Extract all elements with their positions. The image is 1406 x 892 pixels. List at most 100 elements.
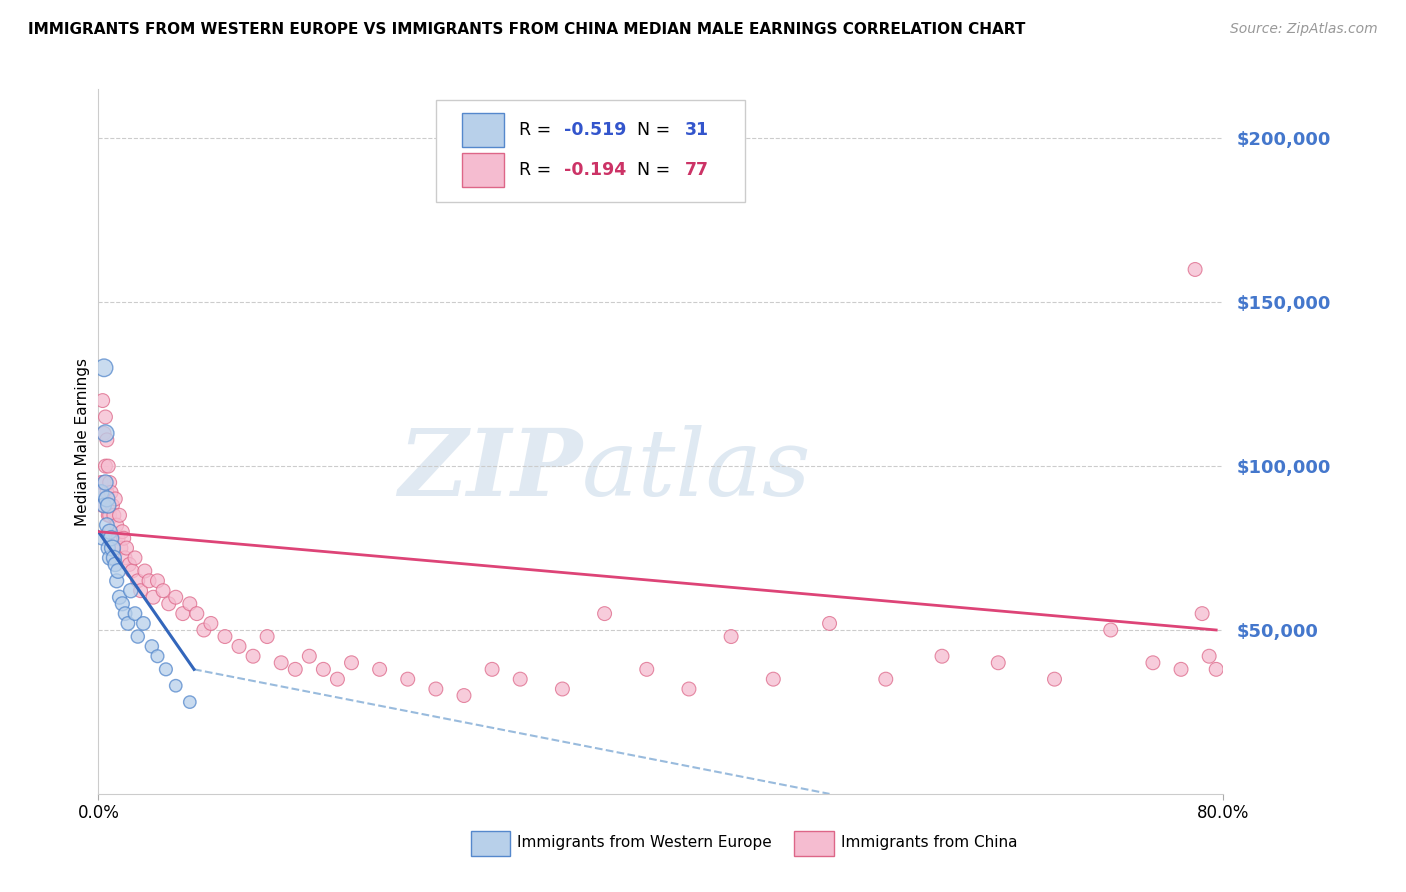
Point <box>100 524 122 539</box>
Point <box>93 360 115 375</box>
Point <box>101 541 124 555</box>
Text: N =: N = <box>637 121 676 139</box>
Point <box>368 662 391 676</box>
Point <box>165 591 187 605</box>
Point <box>96 491 118 506</box>
Point <box>114 550 136 565</box>
Text: R =: R = <box>519 161 557 179</box>
Point <box>284 662 307 676</box>
FancyBboxPatch shape <box>436 100 745 202</box>
Point <box>172 607 194 621</box>
Text: 77: 77 <box>685 161 709 179</box>
Point <box>326 672 349 686</box>
Text: R =: R = <box>519 121 557 139</box>
Point <box>124 550 146 565</box>
Point <box>101 499 124 513</box>
Point <box>93 426 115 441</box>
Point <box>678 681 700 696</box>
Point <box>179 695 201 709</box>
Point <box>762 672 785 686</box>
Point <box>105 518 128 533</box>
Point <box>105 574 128 588</box>
Point <box>298 649 321 664</box>
Point <box>200 616 222 631</box>
Point <box>118 558 141 572</box>
Point <box>97 459 120 474</box>
Point <box>98 550 121 565</box>
Point <box>186 607 208 621</box>
Point <box>132 616 155 631</box>
Point <box>100 485 122 500</box>
Text: Source: ZipAtlas.com: Source: ZipAtlas.com <box>1230 22 1378 37</box>
Point <box>509 672 531 686</box>
Point <box>94 426 117 441</box>
Y-axis label: Median Male Earnings: Median Male Earnings <box>75 358 90 525</box>
Point <box>818 616 841 631</box>
Text: Immigrants from China: Immigrants from China <box>841 836 1018 850</box>
Point <box>1043 672 1066 686</box>
Point <box>875 672 897 686</box>
Point <box>142 591 165 605</box>
Point <box>453 689 475 703</box>
Point <box>98 508 121 523</box>
Point <box>312 662 335 676</box>
Point <box>94 459 117 474</box>
Point <box>1191 607 1213 621</box>
Point <box>94 475 117 490</box>
Point <box>551 681 574 696</box>
Point <box>134 564 156 578</box>
Point <box>256 630 278 644</box>
Point <box>104 491 127 506</box>
Point <box>100 531 122 545</box>
Point <box>97 541 120 555</box>
Point <box>90 485 112 500</box>
Point <box>93 499 115 513</box>
Text: Immigrants from Western Europe: Immigrants from Western Europe <box>517 836 772 850</box>
Point <box>91 499 114 513</box>
Text: 31: 31 <box>685 121 709 139</box>
Point <box>104 558 127 572</box>
Point <box>1184 262 1206 277</box>
Text: atlas: atlas <box>582 425 811 515</box>
Point <box>228 640 250 654</box>
Point <box>108 591 131 605</box>
Text: IMMIGRANTS FROM WESTERN EUROPE VS IMMIGRANTS FROM CHINA MEDIAN MALE EARNINGS COR: IMMIGRANTS FROM WESTERN EUROPE VS IMMIGR… <box>28 22 1025 37</box>
Point <box>96 433 118 447</box>
Point <box>90 475 112 490</box>
Point <box>108 508 131 523</box>
Point <box>481 662 503 676</box>
Point <box>593 607 616 621</box>
Point <box>193 623 215 637</box>
Point <box>121 564 143 578</box>
Point <box>127 630 149 644</box>
Point <box>146 574 169 588</box>
Point <box>146 649 169 664</box>
Point <box>103 550 125 565</box>
Point <box>396 672 419 686</box>
Point <box>97 508 120 523</box>
Point <box>96 485 118 500</box>
Text: -0.194: -0.194 <box>564 161 626 179</box>
Text: ZIP: ZIP <box>398 425 582 515</box>
Point <box>127 574 149 588</box>
Point <box>155 662 177 676</box>
Point <box>1142 656 1164 670</box>
FancyBboxPatch shape <box>461 113 505 147</box>
Point <box>107 531 129 545</box>
Point <box>96 518 118 533</box>
Point <box>1198 649 1220 664</box>
Point <box>931 649 953 664</box>
Point <box>112 531 135 545</box>
Text: N =: N = <box>637 161 676 179</box>
Point <box>91 393 114 408</box>
Point <box>107 564 129 578</box>
Point <box>124 607 146 621</box>
Point <box>103 508 125 523</box>
Point <box>214 630 236 644</box>
Point <box>115 541 138 555</box>
Point <box>179 597 201 611</box>
Point <box>110 541 132 555</box>
Point <box>425 681 447 696</box>
Point <box>1170 662 1192 676</box>
Point <box>97 499 120 513</box>
